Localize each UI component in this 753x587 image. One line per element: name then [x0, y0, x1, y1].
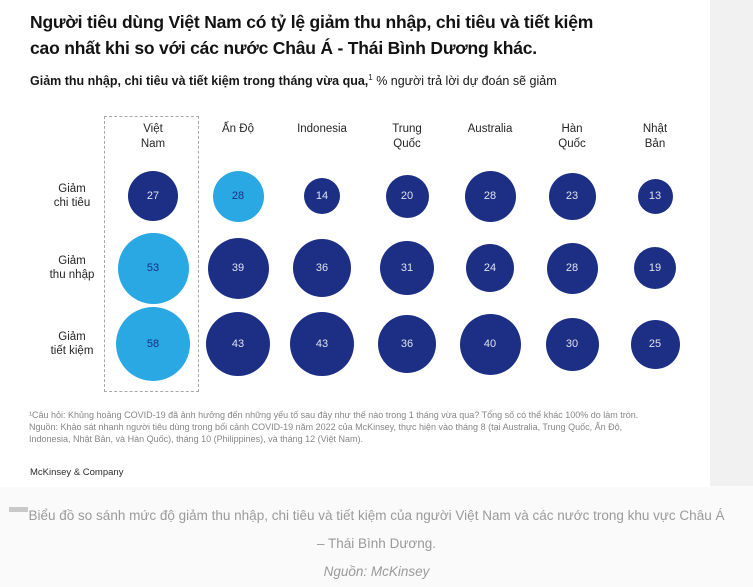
caption-section: Biểu đồ so sánh mức độ giảm thu nhập, ch…: [0, 487, 753, 587]
chart-subtitle: Giảm thu nhập, chi tiêu và tiết kiệm tro…: [30, 73, 700, 89]
caption-line2: – Thái Bình Dương.: [317, 536, 436, 551]
bubble: 53: [117, 232, 189, 304]
subtitle-footnote-marker: 1: [368, 72, 373, 82]
chart-title: Người tiêu dùng Việt Nam có tỷ lệ giảm t…: [30, 9, 700, 61]
bubble: 31: [380, 241, 434, 295]
bubble: 43: [206, 312, 270, 376]
bubble: 28: [464, 170, 516, 222]
chart-title-line2: cao nhất khi so với các nước Châu Á - Th…: [30, 38, 537, 58]
bubble: 20: [385, 174, 429, 218]
footnote-line2: Nguồn: Khảo sát nhanh người tiêu dùng tr…: [29, 422, 623, 432]
caption-dash: [9, 507, 28, 512]
bubble: 25: [630, 319, 680, 369]
bubble: 13: [637, 178, 673, 214]
bubble: 24: [466, 244, 514, 292]
column-header: Indonesia: [297, 123, 347, 135]
bubble: 28: [212, 170, 264, 222]
footnote: ¹Câu hỏi: Khủng hoảng COVID-19 đã ảnh hư…: [29, 409, 709, 445]
vietnam-highlight-box: [104, 116, 199, 392]
chart-subtitle-bold: Giảm thu nhập, chi tiêu và tiết kiệm tro…: [30, 74, 369, 88]
bubble: 39: [207, 237, 269, 299]
column-header: Ấn Độ: [222, 123, 254, 135]
row-label: Giảm chi tiêu: [53, 183, 91, 209]
chart-subtitle-rest: % người trả lời dự đoán sẽ giảm: [372, 74, 557, 88]
column-header: Việt Nam: [140, 123, 166, 150]
column-header: Nhật Bản: [642, 123, 668, 150]
bubble: 40: [459, 313, 521, 375]
bubble: 58: [116, 307, 190, 381]
footnote-line1: ¹Câu hỏi: Khủng hoảng COVID-19 đã ảnh hư…: [29, 410, 639, 420]
chart-title-line1: Người tiêu dùng Việt Nam có tỷ lệ giảm t…: [30, 12, 594, 32]
mckinsey-brand-label: McKinsey & Company: [30, 467, 124, 478]
bubble: 28: [546, 242, 598, 294]
column-header: Trung Quốc: [392, 123, 422, 150]
bubble: 43: [290, 312, 354, 376]
bubble: 23: [548, 172, 596, 220]
chart-card: Người tiêu dùng Việt Nam có tỷ lệ giảm t…: [29, 9, 709, 478]
bubble: 27: [128, 171, 178, 221]
footnote-line3: Indonesia, Nhật Bản, và Hàn Quốc), tháng…: [29, 434, 364, 444]
bubble: 36: [293, 239, 351, 297]
bubble: 30: [545, 317, 599, 371]
caption-source: Nguồn: McKinsey: [323, 564, 430, 579]
column-header: Hàn Quốc: [558, 123, 586, 150]
bubble-chart: Việt Nam Ấn Độ Indonesia Trung Quốc Australi…: [49, 116, 680, 392]
row-label: Giảm tiết kiệm: [50, 331, 94, 357]
row-label: Giảm thu nhập: [49, 255, 95, 281]
bubble: 14: [304, 178, 340, 214]
column-header: Australia: [467, 123, 513, 135]
page-background-strip: [710, 0, 753, 486]
bubble: 19: [634, 247, 676, 289]
caption-line1: Biểu đồ so sánh mức độ giảm thu nhập, ch…: [28, 508, 725, 523]
bubble: 36: [378, 315, 436, 373]
